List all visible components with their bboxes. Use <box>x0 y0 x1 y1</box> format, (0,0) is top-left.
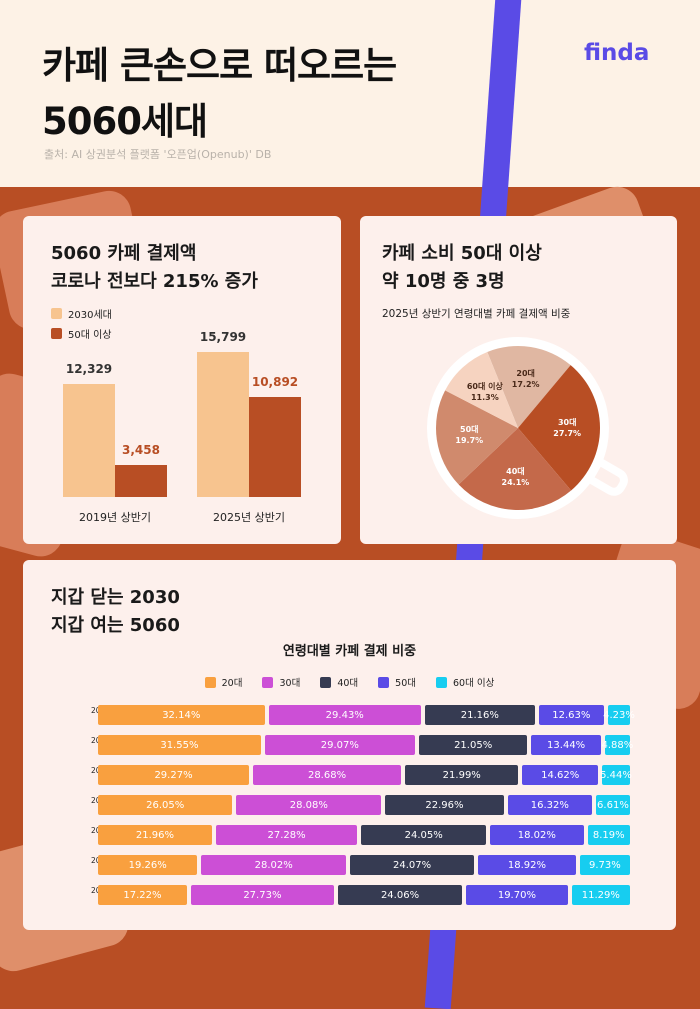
x-label-2019: 2019년 상반기 <box>79 511 151 524</box>
legend-item: 20대 <box>204 675 242 689</box>
bar-segment: 9.73% <box>579 855 630 875</box>
bar-segment: 29.27% <box>98 765 250 785</box>
legend-item: 50대 <box>378 675 416 689</box>
bar-segment: 5.44% <box>600 765 632 785</box>
card-title: 카페 소비 50대 이상 약 10명 중 3명 <box>382 243 542 292</box>
bar-segment: 21.05% <box>418 735 528 755</box>
data-label: 3,458 <box>122 443 160 458</box>
pie-slice <box>487 346 571 428</box>
slice-label: 60대 이상 11.3% <box>466 381 503 402</box>
bar-segment: 21.16% <box>425 705 535 725</box>
trend-card: 지갑 닫는 2030 지갑 여는 5060 연령대별 카페 결제 비중 20대 30… <box>23 560 676 930</box>
bar-segment: 27.73% <box>190 885 334 905</box>
bar-segment: 8.19% <box>587 825 630 845</box>
bar-segment: 18.92% <box>478 855 576 875</box>
slice-label: 30대 27.7% <box>553 417 582 438</box>
pie-slice <box>518 365 600 491</box>
bar-segment: 13.44% <box>531 735 601 755</box>
legend-50plus: 50대 이상 <box>51 326 112 341</box>
bar <box>115 465 167 497</box>
bar-segment: 19.26% <box>98 855 198 875</box>
legend-item: 60대 이상 <box>436 675 494 689</box>
card-title: 지갑 닫는 2030 지갑 여는 5060 <box>51 587 180 636</box>
chart-subtitle: 2025년 상반기 연령대별 카페 결제액 비중 <box>382 308 571 320</box>
legend-item: 30대 <box>262 675 300 689</box>
data-label: 15,799 <box>199 330 247 344</box>
data-label: 12,329 <box>65 361 113 376</box>
pie-slice <box>436 390 518 485</box>
bar-segment: 29.43% <box>268 705 421 725</box>
bar-segment: 14.62% <box>522 765 598 785</box>
slice-label: 20대 17.2% <box>511 369 540 390</box>
spending-card: 5060 카페 결제액 코로나 전보다 215% 증가 2030세대 50대 이상… <box>23 216 341 544</box>
chart-title: 연령대별 카페 결제 비중 <box>282 644 417 659</box>
card-title: 5060 카페 결제액 코로나 전보다 215% 증가 <box>51 243 258 292</box>
slice-label: 40대 24.1% <box>501 467 530 488</box>
bar-segment: 11.29% <box>571 885 630 905</box>
pie-slice <box>458 428 572 510</box>
header-background <box>0 0 700 187</box>
legend: 20대 30대 40대 50대 60대 이상 <box>23 675 676 689</box>
x-label-2025: 2025년 상반기 <box>213 511 285 524</box>
bar-segment: 21.99% <box>405 765 519 785</box>
bar-segment: 28.02% <box>201 855 346 875</box>
bar-segment: 28.68% <box>253 765 402 785</box>
bar-segment: 6.61% <box>595 795 630 815</box>
legend-item: 40대 <box>320 675 358 689</box>
legend-swatch <box>51 308 62 319</box>
bar-segment: 24.07% <box>349 855 475 875</box>
pie-slice <box>445 351 518 428</box>
source-note: 출처: AI 상권분석 플랫폼 '오픈업(Openub)' DB <box>44 148 272 161</box>
bar-segment: 31.55% <box>98 735 261 755</box>
bar-segment: 12.63% <box>538 705 605 725</box>
bar-segment: 29.07% <box>264 735 415 755</box>
bar-segment: 4.88% <box>602 735 633 755</box>
slice-label: 50대 19.7% <box>455 424 484 445</box>
bar-segment: 18.02% <box>490 825 584 845</box>
legend-2030: 2030세대 <box>51 306 112 321</box>
bar-segment: 32.14% <box>98 705 265 725</box>
bar-segment: 27.28% <box>215 825 358 845</box>
data-label: 10,892 <box>251 375 299 390</box>
bar <box>249 397 301 497</box>
legend-swatch <box>51 328 62 339</box>
bar <box>197 352 249 497</box>
bar <box>63 383 115 497</box>
bar-segment: 24.05% <box>361 825 487 845</box>
bar-segment: 16.32% <box>507 795 592 815</box>
bar-segment: 22.96% <box>385 795 504 815</box>
bar-segment: 17.22% <box>98 885 187 905</box>
share-card: 카페 소비 50대 이상 약 10명 중 3명 2025년 상반기 연령대별 카페… <box>360 216 677 544</box>
bar-segment: 28.08% <box>236 795 382 815</box>
pie-chart <box>427 337 609 519</box>
bar-segment: 19.70% <box>466 885 568 905</box>
bar-segment: 26.05% <box>98 795 233 815</box>
bar-segment: 24.06% <box>337 885 463 905</box>
page-title: 카페 큰손으로 떠오르는 5060세대 <box>42 44 397 143</box>
bar-segment: 4.23% <box>603 705 635 725</box>
bar-segment: 21.96% <box>98 825 212 845</box>
finda-logo: finda <box>584 40 650 66</box>
